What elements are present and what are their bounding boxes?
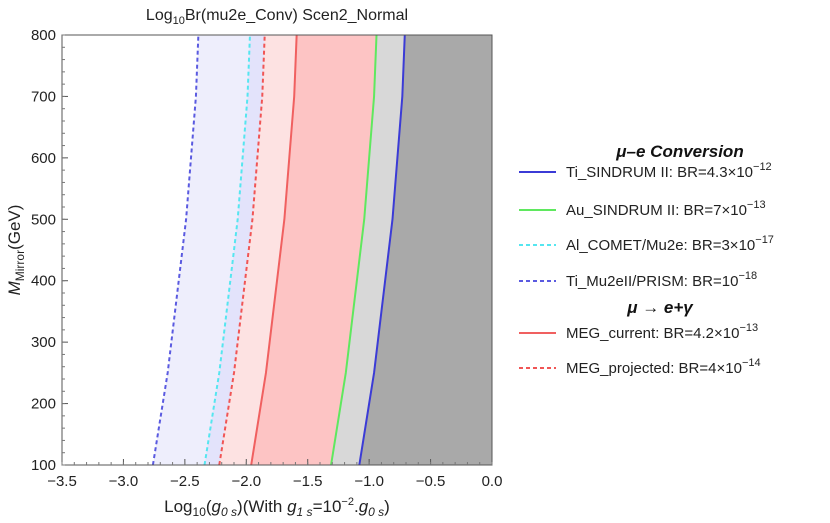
y-tick-label: 500 [31, 211, 56, 228]
x-tick-label: 0.0 [482, 473, 503, 490]
x-tick-label: −1.5 [293, 473, 323, 490]
region-1 [359, 35, 492, 465]
exclusion-regions [152, 35, 492, 465]
legend-label-3: Al_COMET/Mu2e: BR=3×10−17 [566, 234, 774, 254]
x-tick-label: −2.5 [170, 473, 200, 490]
series-line-5 [250, 34, 298, 466]
series-line-2 [330, 34, 378, 466]
series-line-6 [218, 34, 266, 466]
legend-label-5: MEG_current: BR=4.2×10−13 [566, 322, 758, 342]
series-line-4 [151, 34, 200, 466]
legend-label-2: Au_SINDRUM II: BR=7×10−13 [566, 199, 766, 219]
y-tick-label: 700 [31, 88, 56, 105]
chart-title: Log10Br(mu2e_Conv) Scen2_Normal [146, 7, 408, 27]
x-tick-label: −2.0 [231, 473, 261, 490]
x-tick-label: −3.0 [109, 473, 139, 490]
y-tick-label: 100 [31, 457, 56, 474]
y-tick-label: 600 [31, 150, 56, 167]
series-line-3 [203, 34, 251, 466]
x-axis-label: Log10(g0 s)(With g1 s=10−2.g0 s) [164, 496, 390, 519]
x-tick-label: −1.0 [354, 473, 384, 490]
y-tick-label: 200 [31, 396, 56, 413]
x-tick-label: −0.5 [416, 473, 446, 490]
y-tick-label: 800 [31, 27, 56, 44]
plot-frame [61, 34, 493, 466]
legend-heading-meg: μ → e+γ [626, 298, 694, 317]
y-axis-label: MMirror(GeV) [5, 205, 27, 296]
legend-label-4: Ti_Mu2eII/PRISM: BR=10−18 [566, 270, 757, 290]
y-axis-ticks: 100 200 300 400 500 600 700 800 [31, 27, 68, 474]
legend-heading-mue: μ–e Conversion [615, 142, 743, 161]
x-tick-label: −3.5 [47, 473, 77, 490]
x-axis-ticks: −3.5 −3.0 −2.5 −2.0 −1.5 −1.0 −0.5 0.0 [47, 459, 502, 490]
y-tick-label: 400 [31, 273, 56, 290]
y-tick-label: 300 [31, 334, 56, 351]
legend-label-1: Ti_SINDRUM II: BR=4.3×10−12 [566, 161, 772, 181]
legend: μ–e Conversion μ → e+γ Ti_SINDRUM II: BR… [519, 142, 774, 377]
series-line-1 [358, 34, 406, 466]
legend-label-6: MEG_projected: BR=4×10−14 [566, 357, 761, 377]
curves [151, 34, 406, 466]
